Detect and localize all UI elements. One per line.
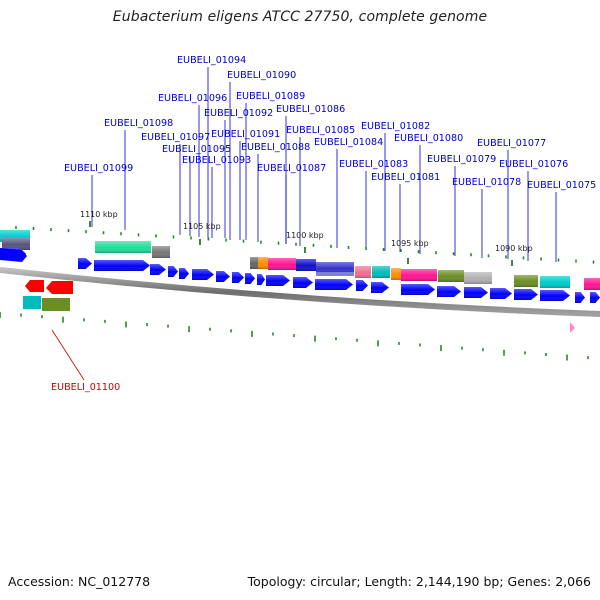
feature-block-shade (152, 246, 170, 258)
feature-block-shade (514, 275, 538, 287)
gene-label: EUBELI_01096 (158, 93, 227, 104)
feature-block-shade (391, 268, 401, 280)
cds-arrow-shade (232, 272, 244, 283)
cds-arrow-shade (245, 273, 255, 284)
gene-label: EUBELI_01077 (477, 138, 546, 149)
scale-label: 1105 kbp (183, 222, 221, 231)
scale-label: 1100 kbp (286, 231, 324, 240)
cds-arrow-shade (356, 280, 368, 291)
gene-label: EUBELI_01084 (314, 137, 383, 148)
label-leader (51, 329, 85, 381)
gene-label: EUBELI_01089 (236, 91, 305, 102)
gene-label: EUBELI_01090 (227, 70, 296, 81)
gene-label: EUBELI_01091 (211, 129, 280, 140)
cds-arrow-shade (575, 292, 585, 303)
feature-block-shade (268, 258, 296, 270)
scale-label: 1095 kbp (391, 239, 429, 248)
feature-block-shade (95, 241, 151, 253)
scale-track (15, 221, 595, 266)
forward-cds-track (0, 248, 600, 303)
gene-label: EUBELI_01075 (527, 180, 596, 191)
genome-summary-text: Topology: circular; Length: 2,144,190 bp… (247, 574, 591, 589)
feature-block-shade (372, 266, 390, 278)
cds-arrow-reverse (46, 281, 73, 294)
cds-arrow-shade (315, 279, 353, 290)
feature-block (42, 298, 70, 311)
feature-block-shade (401, 269, 437, 281)
gene-label: EUBELI_01087 (257, 163, 326, 174)
gene-label: EUBELI_01079 (427, 154, 496, 165)
cds-arrow-shade (94, 260, 150, 271)
gene-label: EUBELI_01094 (177, 55, 246, 66)
cds-arrow-shade (590, 292, 600, 303)
cds-arrow-shade (437, 286, 461, 297)
gene-label: EUBELI_01085 (286, 125, 355, 136)
gene-label: EUBELI_01080 (394, 133, 463, 144)
genome-backbone (0, 267, 600, 317)
reverse-cds-track (23, 280, 575, 333)
cds-arrow-shade (179, 268, 189, 279)
feature-track (0, 230, 600, 290)
feature-block-shade (316, 262, 354, 274)
cds-arrow-shade (464, 287, 488, 298)
cds-arrow-shade (266, 275, 290, 286)
cds-arrow-shade (192, 269, 214, 280)
feature-block (23, 296, 41, 309)
gene-label: EUBELI_01092 (204, 108, 273, 119)
gene-label: EUBELI_01097 (141, 132, 210, 143)
cds-arrow-shade (540, 290, 570, 301)
gene-label: EUBELI_01098 (104, 118, 173, 129)
feature-block-shade (584, 278, 600, 290)
feature-block-shade (540, 276, 570, 288)
map-title: Eubacterium eligens ATCC 27750, complete… (112, 9, 488, 25)
cds-arrow-shade (216, 271, 230, 282)
scale-label: 1110 kbp (80, 210, 118, 219)
gene-label: EUBELI_01086 (276, 104, 345, 115)
cds-arrow-shade (150, 264, 166, 275)
cds-arrow-shade (490, 288, 512, 299)
scale-label: 1090 kbp (495, 244, 533, 253)
gene-label: EUBELI_01100 (51, 382, 120, 393)
gene-label: EUBELI_01078 (452, 177, 521, 188)
cds-arrow-shade (168, 266, 178, 277)
cds-arrow-shade (293, 277, 313, 288)
gc-skew-track (0, 312, 589, 361)
feature-block (570, 322, 575, 333)
cds-arrow-shade (371, 282, 389, 293)
gene-labels: EUBELI_01094 EUBELI_01090 EUBELI_01089 EUBE… (51, 55, 596, 393)
feature-block-shade (355, 266, 371, 278)
feature-block (316, 272, 354, 276)
gene-label: EUBELI_01093 (182, 155, 251, 166)
gene-label: EUBELI_01076 (499, 159, 568, 170)
accession-text: Accession: NC_012778 (8, 574, 151, 589)
feature-block-shade (464, 272, 492, 284)
feature-block-shade (2, 238, 30, 250)
gene-label: EUBELI_01099 (64, 163, 133, 174)
feature-block-shade (296, 259, 316, 271)
cds-arrow-shade (401, 284, 435, 295)
gene-label: EUBELI_01083 (339, 159, 408, 170)
gene-label: EUBELI_01088 (241, 142, 310, 153)
cds-arrow-reverse (25, 280, 44, 292)
scale-labels: 1110 kbp 1105 kbp 1100 kbp 1095 kbp 1090 kbp (80, 210, 533, 253)
feature-block-shade (250, 257, 258, 269)
cds-arrow-shade (514, 289, 538, 300)
gene-label: EUBELI_01082 (361, 121, 430, 132)
gene-label: EUBELI_01095 (162, 144, 231, 155)
gene-label: EUBELI_01081 (371, 172, 440, 183)
cds-arrow-shade (257, 274, 265, 285)
cds-arrow-forward (0, 248, 27, 262)
cds-arrow-shade (78, 258, 92, 269)
feature-block-shade (438, 270, 464, 282)
feature-block-shade (258, 257, 268, 269)
